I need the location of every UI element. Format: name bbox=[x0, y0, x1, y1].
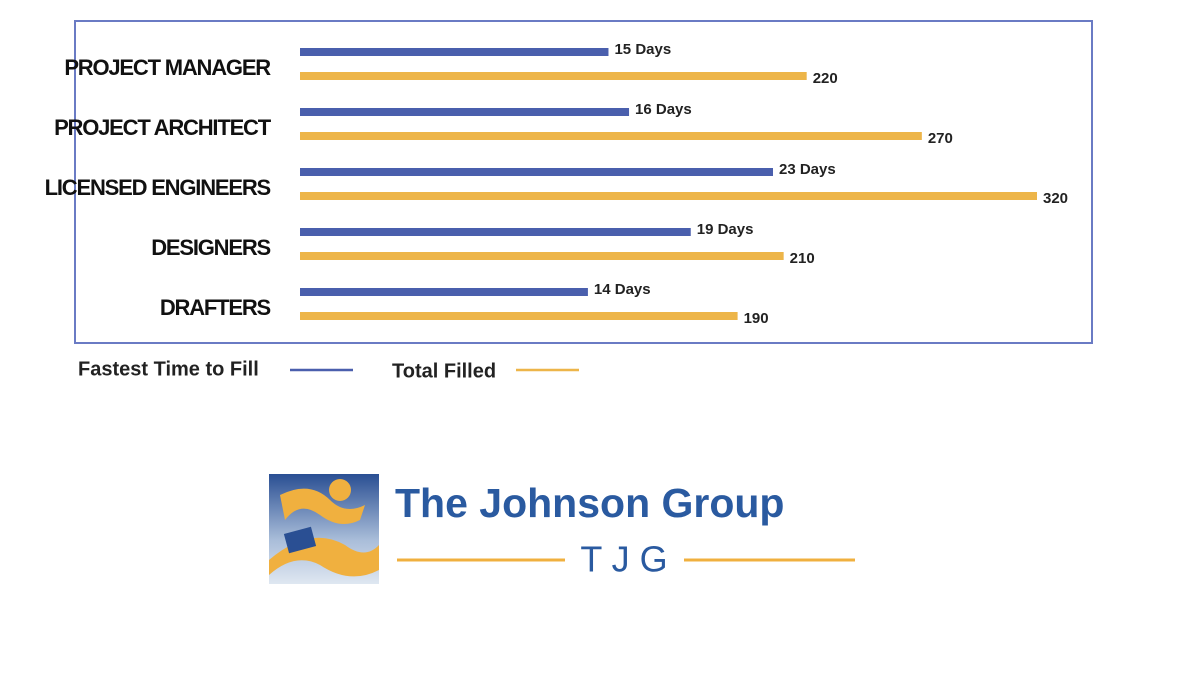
chart-frame bbox=[74, 20, 1093, 344]
value-label: 190 bbox=[744, 310, 769, 327]
bar bbox=[300, 192, 1037, 200]
value-label: 15 Days bbox=[614, 41, 671, 58]
category-label: PROJECT ARCHITECT bbox=[54, 115, 272, 140]
bar bbox=[300, 288, 588, 296]
logo-head bbox=[329, 479, 351, 501]
bar bbox=[300, 168, 773, 176]
bar bbox=[300, 312, 738, 320]
logo-briefcase bbox=[283, 526, 317, 554]
value-label: 320 bbox=[1043, 190, 1068, 207]
category-label: DESIGNERS bbox=[151, 235, 270, 260]
bar bbox=[300, 252, 784, 260]
value-label: 270 bbox=[928, 130, 953, 147]
chart: PROJECT MANAGER 15 Days 220 PROJECT ARCHITE… bbox=[45, 41, 1068, 327]
legend-label: Total Filled bbox=[392, 360, 496, 382]
value-label: 23 Days bbox=[779, 161, 836, 178]
logo-figure bbox=[280, 488, 365, 524]
category-label: PROJECT MANAGER bbox=[64, 55, 271, 80]
legend: Fastest Time to Fill Total Filled bbox=[78, 358, 579, 382]
category-label: LICENSED ENGINEERS bbox=[45, 175, 271, 200]
value-label: 210 bbox=[790, 250, 815, 267]
logo-name: The Johnson Group bbox=[395, 480, 784, 526]
bar bbox=[300, 48, 609, 56]
bar bbox=[300, 72, 807, 80]
value-label: 220 bbox=[813, 70, 838, 87]
bar bbox=[300, 228, 691, 236]
logo: The Johnson Group T J G bbox=[269, 474, 855, 584]
category-label: DRAFTERS bbox=[160, 295, 271, 320]
value-label: 19 Days bbox=[697, 221, 754, 238]
bar bbox=[300, 132, 922, 140]
bar bbox=[300, 108, 630, 116]
legend-label: Fastest Time to Fill bbox=[78, 358, 259, 380]
logo-initials: T J G bbox=[580, 539, 667, 580]
value-label: 14 Days bbox=[594, 281, 651, 298]
value-label: 16 Days bbox=[635, 101, 692, 118]
